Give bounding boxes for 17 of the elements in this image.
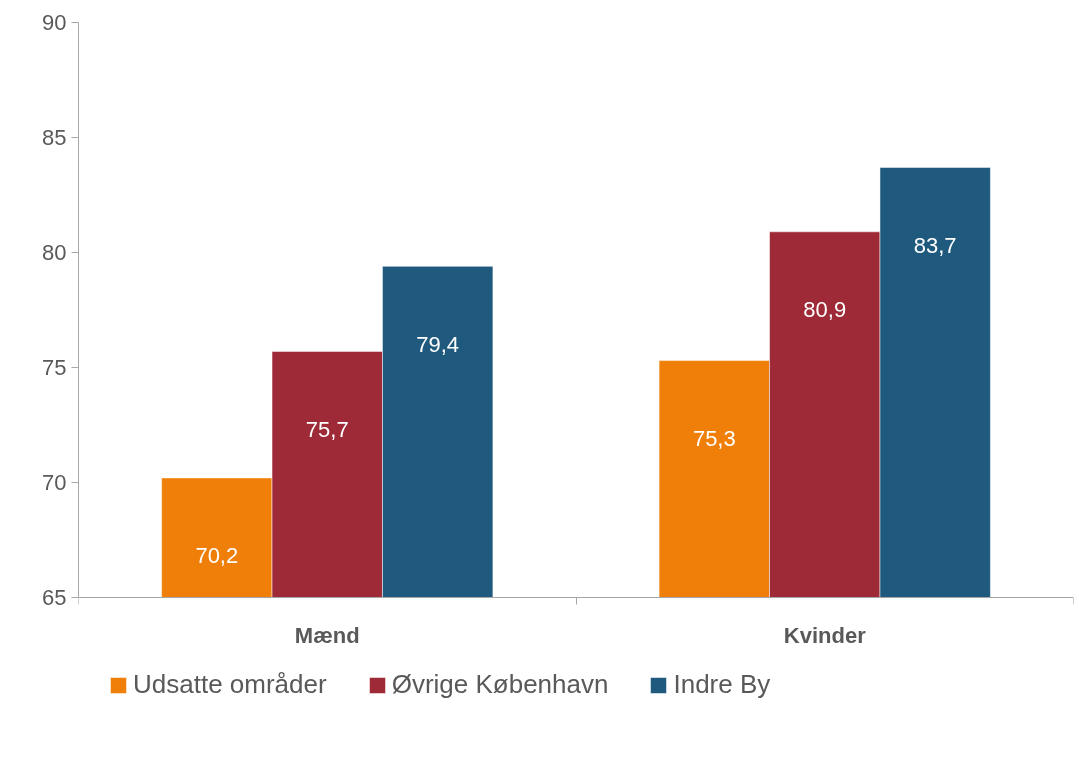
y-tick-label: 75 <box>42 355 67 380</box>
data-label: 79,4 <box>416 331 460 357</box>
legend-label: Udsatte områder <box>133 669 327 700</box>
data-label: 83,7 <box>913 232 957 258</box>
x-tick-label: Kvinder <box>783 622 867 648</box>
data-label: 75,3 <box>692 426 736 452</box>
y-tick-label: 90 <box>42 10 67 35</box>
y-tick-label: 80 <box>42 240 67 265</box>
data-label: 70,2 <box>195 543 239 569</box>
legend-label: Indre By <box>673 669 771 700</box>
y-tick-label: 65 <box>42 585 67 610</box>
data-label: 80,9 <box>803 297 847 323</box>
data-label: 75,7 <box>305 416 349 442</box>
y-tick-label: 85 <box>42 125 67 150</box>
x-tick-label: Mænd <box>294 622 360 648</box>
legend-label: Øvrige København <box>391 669 609 700</box>
y-tick-label: 70 <box>42 470 67 495</box>
